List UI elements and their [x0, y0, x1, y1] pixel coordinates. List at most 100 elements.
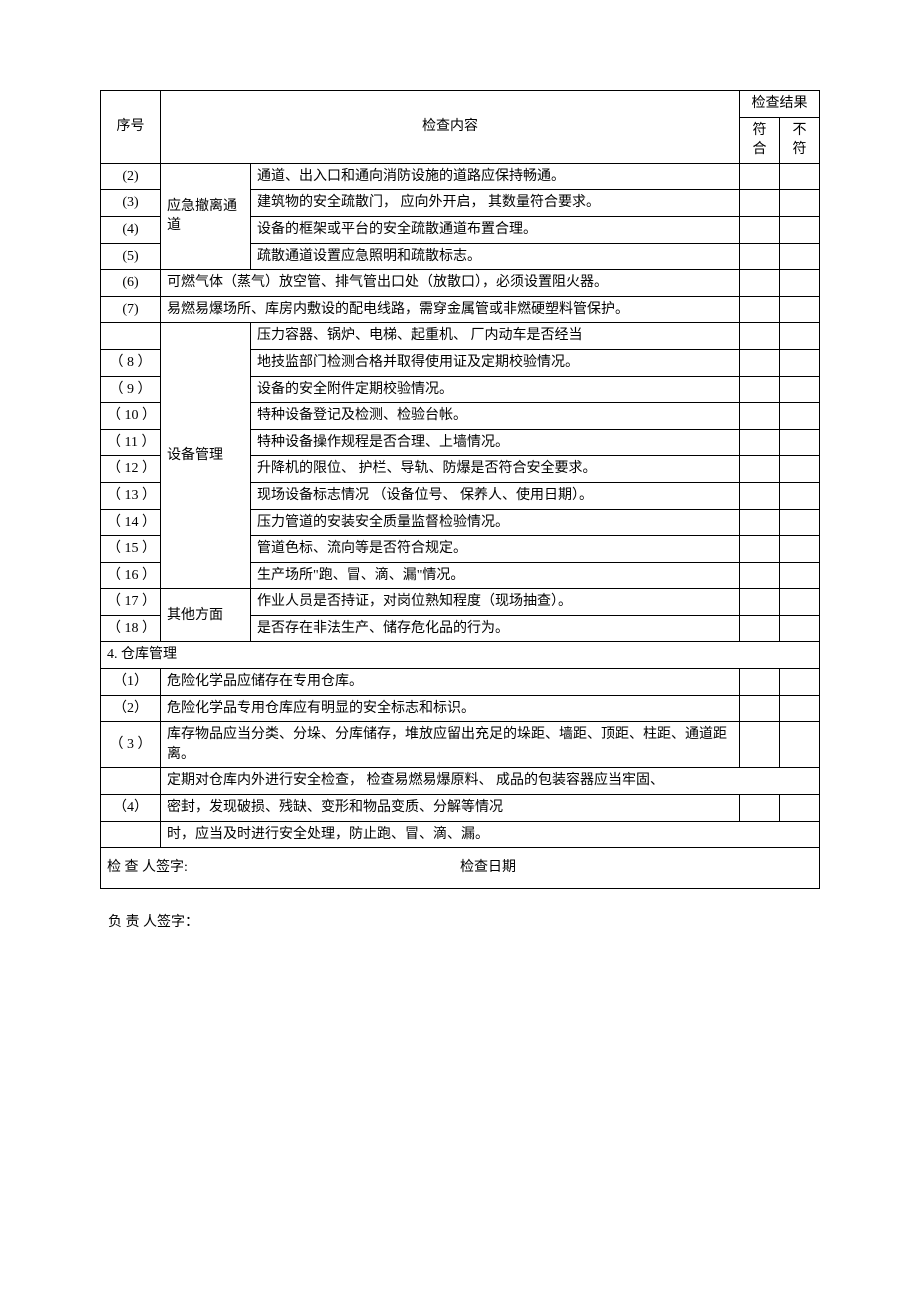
fail-cell [780, 403, 820, 430]
fail-cell [780, 536, 820, 563]
seq-cell: (3) [101, 190, 161, 217]
checker-label: 检 查 人签字: [107, 858, 460, 878]
content-cell: 密封，发现破损、残缺、变形和物品变质、分解等情况 [161, 795, 740, 822]
content-cell: 现场设备标志情况 （设备位号、 保养人、使用日期）。 [251, 482, 740, 509]
seq-cell: （ 18 ） [101, 615, 161, 642]
table-row: (2) 应急撤离通道 通道、出入口和通向消防设施的道路应保持畅通。 [101, 163, 820, 190]
responsible-signature: 负 责 人签字： [100, 909, 820, 937]
seq-cell: （ 14 ） [101, 509, 161, 536]
pass-cell [740, 589, 780, 616]
content-cell: 通道、出入口和通向消防设施的道路应保持畅通。 [251, 163, 740, 190]
content-cell: 作业人员是否持证，对岗位熟知程度（现场抽查）。 [251, 589, 740, 616]
section-title-row: 4. 仓库管理 [101, 642, 820, 669]
content-cell: 地技监部门检测合格并取得使用证及定期校验情况。 [251, 349, 740, 376]
content-cell: 设备的安全附件定期校验情况。 [251, 376, 740, 403]
content-cell: 管道色标、流向等是否符合规定。 [251, 536, 740, 563]
fail-cell [780, 562, 820, 589]
fail-cell [780, 722, 820, 768]
table-row: （ 3 ） 库存物品应当分类、分垛、分库储存，堆放应留出充足的垛距、墙距、顶距、… [101, 722, 820, 768]
content-cell: 疏散通道设置应急照明和疏散标志。 [251, 243, 740, 270]
table-row: （ 17 ） 其他方面 作业人员是否持证，对岗位熟知程度（现场抽查）。 [101, 589, 820, 616]
content-cell: 压力容器、锅炉、电梯、起重机、 厂内动车是否经当 [251, 323, 740, 350]
seq-cell: （2） [101, 695, 161, 722]
header-seq: 序号 [101, 91, 161, 164]
pass-cell [740, 456, 780, 483]
content-cell: 压力管道的安装安全质量监督检验情况。 [251, 509, 740, 536]
fail-cell [780, 669, 820, 696]
seq-cell: （ 3 ） [101, 722, 161, 768]
responsible-label: 负 责 人签字： [108, 915, 199, 930]
pass-cell [740, 695, 780, 722]
pass-cell [740, 190, 780, 217]
pass-cell [740, 296, 780, 323]
fail-cell [780, 456, 820, 483]
fail-cell [780, 349, 820, 376]
content-cell: 是否存在非法生产、储存危化品的行为。 [251, 615, 740, 642]
seq-cell: （ 16 ） [101, 562, 161, 589]
header-pass: 符合 [740, 117, 780, 163]
seq-cell [101, 323, 161, 350]
fail-cell [780, 795, 820, 822]
section-title: 4. 仓库管理 [101, 642, 820, 669]
content-cell: 生产场所"跑、冒、滴、漏"情况。 [251, 562, 740, 589]
seq-cell: (7) [101, 296, 161, 323]
fail-cell [780, 615, 820, 642]
table-row: （4） 密封，发现破损、残缺、变形和物品变质、分解等情况 [101, 795, 820, 822]
table-row: (7) 易燃易爆场所、库房内敷设的配电线路，需穿金属管或非燃硬塑料管保护。 [101, 296, 820, 323]
fail-cell [780, 270, 820, 297]
table-row: （1） 危险化学品应储存在专用仓库。 [101, 669, 820, 696]
content-cell: 升降机的限位、 护栏、导轨、防爆是否符合安全要求。 [251, 456, 740, 483]
seq-cell: （ 13 ） [101, 482, 161, 509]
pass-cell [740, 323, 780, 350]
seq-cell: （ 10 ） [101, 403, 161, 430]
content-cell: 时，应当及时进行安全处理，防止跑、冒、滴、漏。 [161, 821, 820, 848]
inspection-table: 序号 检查内容 检查结果 符合 不符 (2) 应急撤离通道 通道、出入口和通向消… [100, 90, 820, 889]
table-row: 定期对仓库内外进行安全检查， 检查易燃易爆原料、 成品的包装容器应当牢固、 [101, 768, 820, 795]
content-cell: 危险化学品应储存在专用仓库。 [161, 669, 740, 696]
table-row: 时，应当及时进行安全处理，防止跑、冒、滴、漏。 [101, 821, 820, 848]
content-cell: 库存物品应当分类、分垛、分库储存，堆放应留出充足的垛距、墙距、顶距、柱距、通道距… [161, 722, 740, 768]
header-row: 序号 检查内容 检查结果 [101, 91, 820, 118]
pass-cell [740, 795, 780, 822]
fail-cell [780, 216, 820, 243]
content-cell: 易燃易爆场所、库房内敷设的配电线路，需穿金属管或非燃硬塑料管保护。 [161, 296, 740, 323]
seq-cell: （ 17 ） [101, 589, 161, 616]
fail-cell [780, 296, 820, 323]
seq-cell: （ 8 ） [101, 349, 161, 376]
pass-cell [740, 722, 780, 768]
header-content: 检查内容 [161, 91, 740, 164]
seq-cell: （ 15 ） [101, 536, 161, 563]
fail-cell [780, 589, 820, 616]
fail-cell [780, 695, 820, 722]
table-row: (6) 可燃气体（蒸气）放空管、排气管出口处（放散口），必须设置阻火器。 [101, 270, 820, 297]
fail-cell [780, 190, 820, 217]
fail-cell [780, 243, 820, 270]
pass-cell [740, 163, 780, 190]
signature-row: 检 查 人签字: 检查日期 [101, 848, 820, 889]
seq-cell: (6) [101, 270, 161, 297]
content-cell: 定期对仓库内外进行安全检查， 检查易燃易爆原料、 成品的包装容器应当牢固、 [161, 768, 820, 795]
table-row: 设备管理 压力容器、锅炉、电梯、起重机、 厂内动车是否经当 [101, 323, 820, 350]
pass-cell [740, 482, 780, 509]
content-cell: 建筑物的安全疏散门， 应向外开启， 其数量符合要求。 [251, 190, 740, 217]
header-fail: 不符 [780, 117, 820, 163]
pass-cell [740, 536, 780, 563]
category-cell: 应急撤离通道 [161, 163, 251, 269]
seq-cell [101, 821, 161, 848]
content-cell: 特种设备操作规程是否合理、上墙情况。 [251, 429, 740, 456]
table-row: （2） 危险化学品专用仓库应有明显的安全标志和标识。 [101, 695, 820, 722]
pass-cell [740, 270, 780, 297]
pass-cell [740, 509, 780, 536]
header-result: 检查结果 [740, 91, 820, 118]
fail-cell [780, 429, 820, 456]
category-cell: 其他方面 [161, 589, 251, 642]
pass-cell [740, 349, 780, 376]
signature-cell: 检 查 人签字: 检查日期 [101, 848, 820, 889]
pass-cell [740, 562, 780, 589]
date-label: 检查日期 [460, 858, 813, 878]
category-cell: 设备管理 [161, 323, 251, 589]
pass-cell [740, 615, 780, 642]
fail-cell [780, 482, 820, 509]
seq-cell: （4） [101, 795, 161, 822]
content-cell: 特种设备登记及检测、检验台帐。 [251, 403, 740, 430]
